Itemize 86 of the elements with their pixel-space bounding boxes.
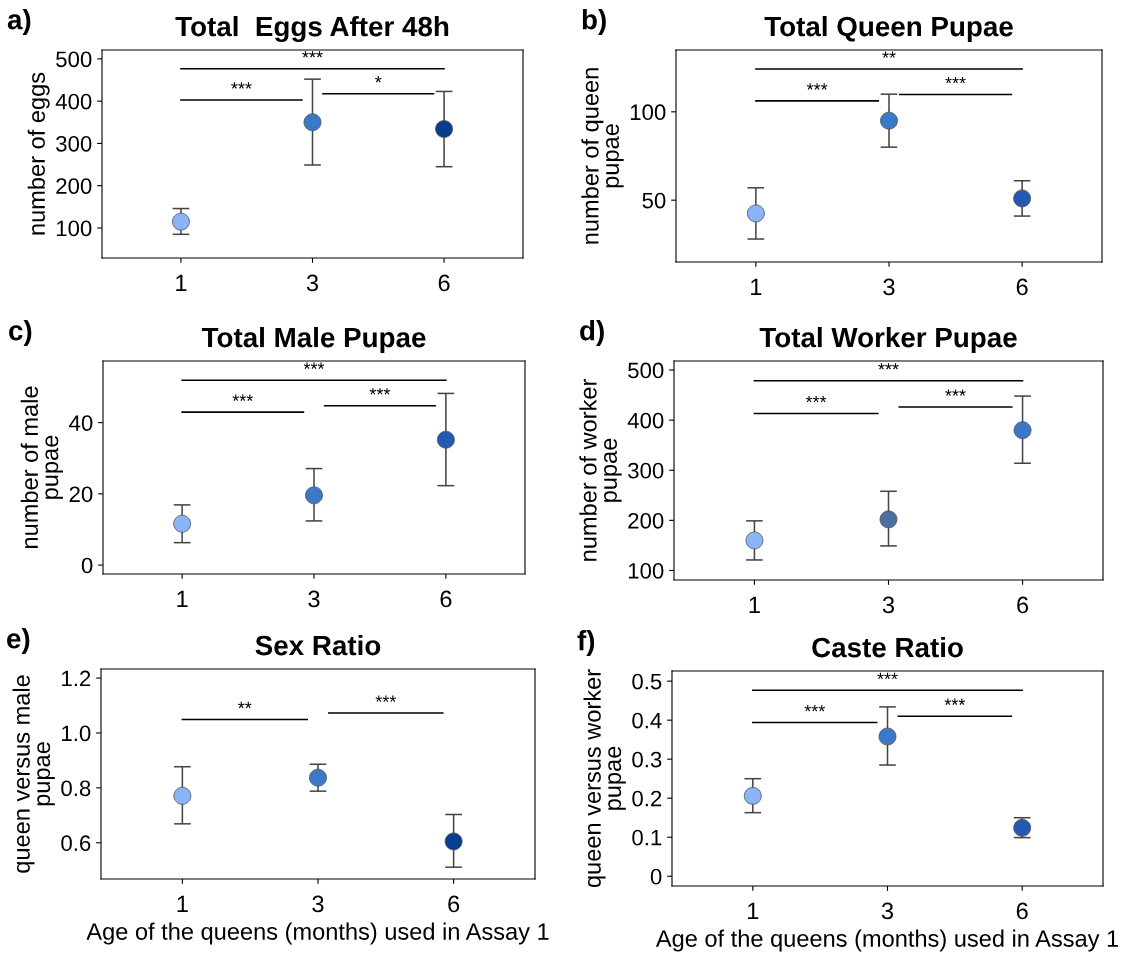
y-tick-label: 50: [642, 192, 666, 209]
point: [878, 727, 897, 746]
chart-title: Total Worker Pupae: [759, 326, 1017, 353]
y-tick-label: 300: [628, 462, 664, 479]
x-tick-label: 3: [882, 596, 895, 614]
annotation: ***: [945, 76, 966, 84]
point: [879, 510, 898, 529]
annotation: ***: [878, 363, 899, 370]
point: [444, 832, 463, 851]
text: b): [582, 9, 606, 35]
annotation: **: [882, 51, 896, 58]
y-axis-title: number of queen pupae: [581, 68, 624, 244]
x-tick-label: 6: [1017, 596, 1029, 614]
y-tick-label: 100: [628, 563, 664, 579]
text: a): [7, 9, 31, 35]
y-tick-label: 0.6: [61, 835, 91, 852]
annotation: ***: [302, 51, 323, 58]
y-tick-label: 200: [628, 512, 664, 529]
annotation: *: [375, 76, 382, 83]
y-tick-label: 0.2: [632, 790, 662, 807]
point: [745, 531, 764, 550]
y-tick-label: 0: [650, 868, 662, 885]
y-axis-title: queen versus male pupae: [12, 675, 55, 873]
y-tick-label: 20: [69, 486, 93, 503]
x-axis-title: Age of the queens (months) used in Assay 1: [655, 929, 1119, 952]
y-tick-label: 500: [56, 51, 92, 68]
annotation: ***: [375, 695, 397, 702]
annotation: ***: [944, 698, 966, 705]
y-tick-label: 400: [627, 412, 664, 429]
y-axis-title: queen versus worker pupae: [583, 669, 626, 888]
annotation: ***: [805, 396, 827, 403]
y-tick-label: 300: [56, 135, 92, 152]
y-axis-title: number of eggs: [27, 72, 50, 235]
y-tick-label: 400: [55, 93, 92, 110]
y-tick-label: 0.3: [632, 751, 662, 768]
annotation: ***: [231, 82, 252, 89]
y-tick-label: 1.0: [62, 725, 91, 742]
y-tick-label: 500: [628, 362, 664, 379]
y-tick-label: 0.1: [632, 829, 662, 846]
chart-title: Total Male Pupae: [201, 326, 426, 353]
x-tick-label: 6: [440, 590, 452, 608]
x-tick-label: 6: [438, 274, 450, 292]
x-tick-label: 1: [176, 274, 187, 292]
point: [173, 786, 192, 805]
x-tick-label: 1: [177, 590, 188, 608]
y-axis-title: number of worker pupae: [579, 379, 622, 561]
y-tick-label: 100: [56, 220, 92, 237]
x-tick-label: 3: [883, 278, 895, 296]
chart-title: Sex Ratio: [255, 634, 381, 656]
annotation: ***: [303, 362, 325, 369]
x-tick-label: 1: [748, 902, 759, 920]
x-axis-title: Age of the queens (months) used in Assay 1: [86, 922, 549, 945]
y-tick-label: 0.8: [61, 780, 91, 797]
x-tick-label: 3: [306, 274, 319, 292]
text: f): [577, 630, 595, 656]
x-tick-label: 3: [308, 590, 320, 608]
annotation: ***: [369, 388, 391, 395]
annotation: ***: [945, 389, 966, 396]
x-tick-label: 1: [749, 596, 760, 614]
x-tick-label: 6: [1016, 278, 1028, 296]
annotation: ***: [804, 705, 826, 712]
x-tick-label: 1: [751, 278, 762, 296]
y-tick-label: 0: [81, 557, 93, 574]
x-tick-label: 1: [177, 895, 188, 913]
text: c): [9, 320, 32, 346]
annotation: ***: [806, 83, 828, 90]
y-tick-label: 1.2: [62, 670, 91, 687]
x-tick-label: 3: [881, 902, 894, 920]
y-tick-label: 40: [69, 415, 93, 431]
text: d): [580, 320, 604, 346]
y-tick-label: 200: [56, 178, 92, 194]
annotation: ***: [877, 672, 898, 680]
annotation: **: [238, 701, 252, 709]
y-tick-label: 100: [630, 104, 666, 121]
x-tick-label: 6: [448, 895, 460, 913]
point: [303, 113, 322, 132]
chart-title: Total Eggs After 48h: [175, 15, 449, 42]
x-tick-label: 6: [1016, 902, 1028, 920]
y-tick-label: 0.4: [632, 712, 662, 729]
y-tick-label: 0.5: [632, 673, 662, 690]
chart-title: Total Queen Pupae: [764, 15, 1013, 42]
y-axis-title: number of male pupae: [20, 386, 64, 548]
x-tick-label: 3: [312, 895, 324, 913]
annotation: ***: [232, 394, 254, 401]
chart-title: Caste Ratio: [812, 636, 963, 658]
text: e): [7, 628, 30, 654]
